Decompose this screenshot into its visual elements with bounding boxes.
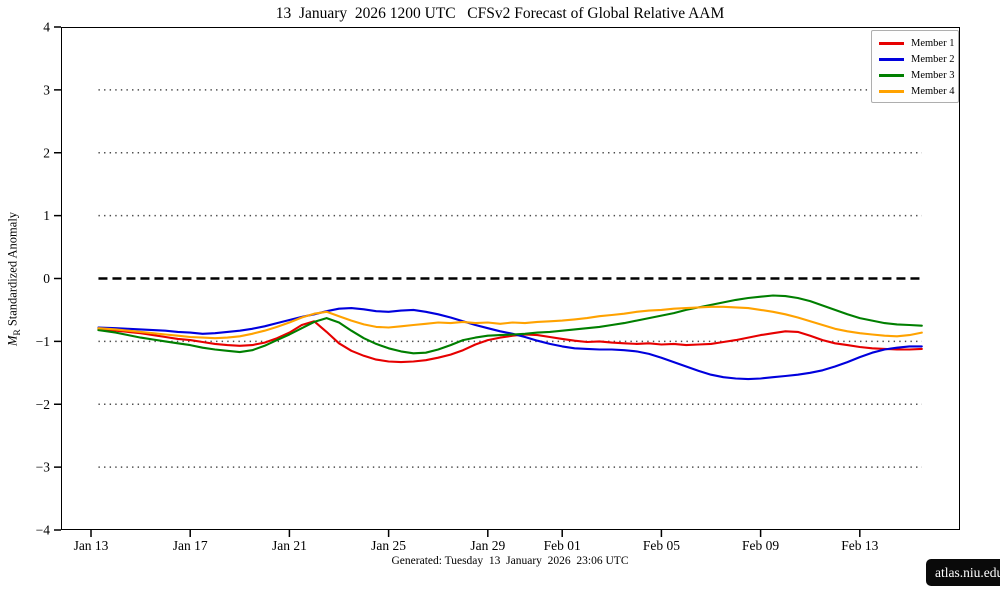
legend-line-swatch bbox=[879, 57, 904, 61]
y-tick-label: −4 bbox=[36, 523, 51, 538]
x-tick-label: Feb 01 bbox=[544, 538, 581, 553]
x-tick-label: Jan 25 bbox=[371, 538, 406, 553]
y-tick-label: 2 bbox=[43, 145, 50, 160]
legend-item-member-4: Member 4 bbox=[879, 83, 955, 99]
legend-label: Member 2 bbox=[911, 53, 955, 65]
series-line-member-3 bbox=[97, 294, 923, 355]
legend-item-member-1: Member 1 bbox=[879, 35, 955, 51]
y-tick-label: 3 bbox=[43, 82, 50, 97]
y-tick-label: 0 bbox=[43, 271, 50, 286]
generated-timestamp: Generated: Tuesday 13 January 2026 23:06… bbox=[391, 555, 629, 567]
legend-line-swatch bbox=[879, 89, 904, 93]
x-tick-label: Feb 05 bbox=[643, 538, 680, 553]
x-tick-label: Jan 13 bbox=[74, 538, 109, 553]
x-tick-label: Feb 09 bbox=[742, 538, 779, 553]
legend-line-swatch bbox=[879, 73, 904, 77]
legend-item-member-3: Member 3 bbox=[879, 67, 955, 83]
legend-item-member-2: Member 2 bbox=[879, 51, 955, 67]
x-tick-label: Jan 21 bbox=[272, 538, 307, 553]
series-line-member-1 bbox=[97, 320, 923, 364]
x-tick-label: Jan 17 bbox=[173, 538, 208, 553]
y-tick-label: −1 bbox=[36, 334, 50, 349]
y-tick-label: −3 bbox=[36, 460, 51, 475]
legend-label: Member 4 bbox=[911, 85, 955, 97]
legend-box: Member 1 Member 2 Member 3 Member 4 bbox=[871, 30, 959, 103]
y-tick-label: −2 bbox=[36, 397, 50, 412]
legend-line-swatch bbox=[879, 41, 904, 45]
site-badge: atlas.niu.edu bbox=[926, 559, 1000, 586]
legend-label: Member 1 bbox=[911, 37, 955, 49]
y-tick-label: 1 bbox=[43, 208, 50, 223]
x-tick-label: Feb 13 bbox=[841, 538, 878, 553]
chart-title: 13 January 2026 1200 UTC CFSv2 Forecast … bbox=[275, 5, 725, 22]
legend-label: Member 3 bbox=[911, 69, 955, 81]
x-tick-label: Jan 29 bbox=[470, 538, 505, 553]
series-line-member-4 bbox=[97, 305, 923, 340]
y-tick-label: 4 bbox=[43, 20, 50, 35]
